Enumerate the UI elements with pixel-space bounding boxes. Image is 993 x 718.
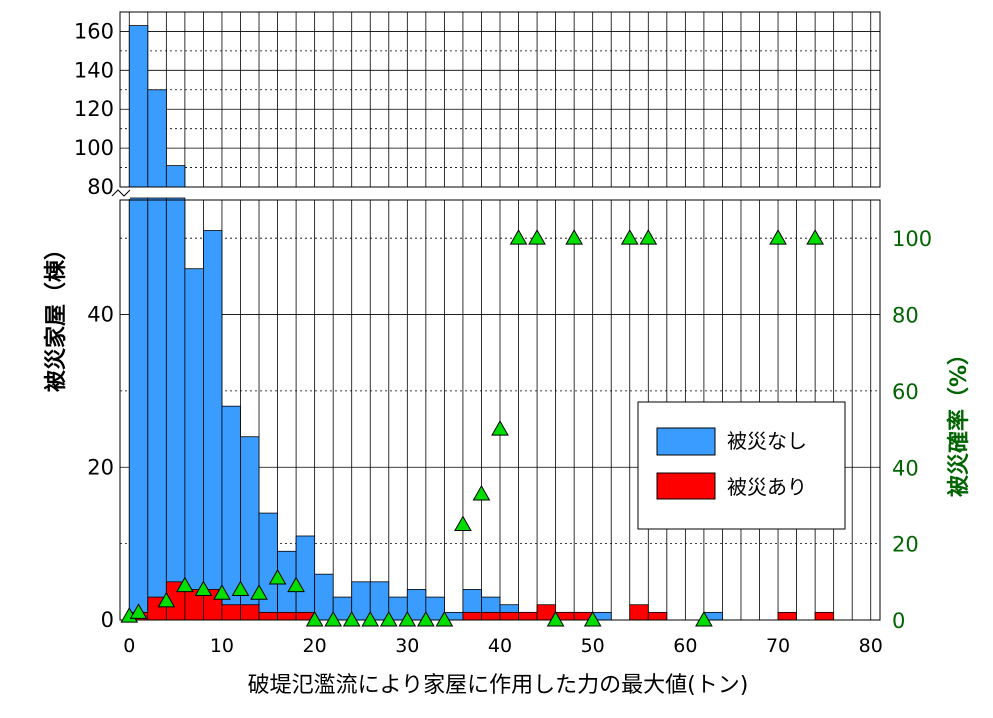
bar-no-damage [314,573,334,621]
bar-no-damage [147,197,167,621]
x-tick-label: 60 [673,635,697,657]
probability-marker [491,420,509,436]
x-tick-label: 10 [210,635,234,657]
bar-damaged [814,611,835,621]
y-tick-label-upper: 120 [74,97,114,121]
bar-damaged [277,611,297,621]
bar-no-damage [369,581,390,621]
y-tick-label-upper: 80 [87,175,114,199]
probability-marker [361,610,380,627]
probability-marker [620,229,639,245]
y-tick-label-lower: 0 [101,608,114,632]
y2-tick-label: 40 [892,456,919,480]
bar-no-damage-upper [165,165,186,188]
probability-marker [454,515,472,532]
x-tick-label: 80 [859,635,883,657]
y-tick-label-upper: 100 [74,136,114,160]
bar-damaged [629,604,649,621]
bar-no-damage [351,581,371,621]
y2-tick-label: 100 [892,227,932,251]
y2-tick-label: 80 [892,304,919,328]
legend-swatch-no-damage [656,427,716,456]
x-tick-label: 40 [488,635,512,657]
frame-layer [110,11,881,621]
probability-marker [176,576,194,593]
bar-no-damage [406,589,427,621]
x-tick-label: 50 [581,635,605,657]
upper-plot-frame [119,11,881,188]
bar-damaged [462,611,482,621]
bar-damaged [221,604,241,621]
bar-damaged [499,611,519,621]
probability-marker [806,229,824,245]
probability-marker [305,610,324,627]
y-tick-label-lower: 20 [87,455,114,479]
probability-marker [129,603,148,619]
bar-damaged [481,611,501,621]
bar-damaged [258,611,278,621]
legend-swatch-damaged [656,472,716,500]
bar-no-damage [128,197,149,621]
probability-marker [213,584,231,600]
legend-box [637,401,846,530]
probability-marker [565,229,584,245]
probability-marker [509,229,528,245]
probability-marker [268,568,287,585]
bar-no-damage [258,512,278,621]
bar-damaged [518,611,538,621]
lower-plot-frame [119,199,881,621]
probability-marker [194,580,213,596]
probability-marker [287,576,305,593]
probability-marker [546,610,565,627]
legend-label-damaged: 被災あり [727,475,807,499]
probability-points-layer [120,229,824,627]
y-tick-label-upper: 160 [74,19,114,43]
probability-marker [231,580,250,596]
bar-damaged [647,611,668,621]
axis-layer: 0 10 20 30 40 50 60 70 80 0 20 40 80 100 120 140 160 0 20 4… [74,19,932,657]
x-tick-label: 70 [766,635,790,657]
probability-marker [250,584,268,600]
bar-no-damage-upper [147,89,167,188]
bar-no-damage [295,535,316,621]
y-axis-label: 被災家屋（棟） [43,238,69,392]
axis-break-gap [110,188,130,199]
y-tick-label-lower: 40 [87,303,114,327]
bar-no-damage [184,268,204,621]
bar-no-damage [203,230,223,621]
probability-marker [379,610,398,627]
x-tick-label: 0 [123,635,135,657]
x-tick-label: 20 [303,635,327,657]
probability-marker [695,610,713,627]
y2-tick-label: 60 [892,380,919,404]
legend-label-no-damage: 被災なし [727,429,807,453]
bar-no-damage [165,197,186,621]
probability-marker [157,591,176,608]
bar-damaged [777,611,797,621]
axis-break-mark [111,189,131,197]
probability-marker [528,229,546,245]
probability-marker [324,610,343,627]
bar-no-damage-upper [128,25,149,188]
probability-marker [583,610,602,627]
bar-damaged [240,604,260,621]
y2-tick-label: 20 [892,533,919,557]
legend: 被災なし 被災あり [637,401,846,530]
x-axis-label: 破堤氾濫流により家屋に作用した力の最大値(トン) [248,673,749,698]
probability-marker [769,229,787,245]
y2-axis-label: 被災確率（%） [946,343,972,497]
x-tick-label: 30 [395,635,419,657]
probability-marker [435,610,454,627]
probability-marker [416,610,435,627]
probability-marker [639,229,658,245]
y2-tick-label: 0 [892,609,905,633]
probability-marker [342,610,361,627]
y-tick-label-upper: 140 [74,58,114,82]
probability-marker [398,610,417,627]
probability-marker [472,484,491,501]
